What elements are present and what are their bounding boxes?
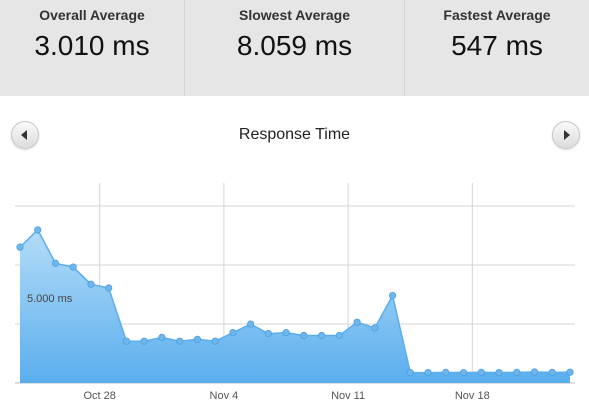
data-point[interactable] bbox=[69, 263, 77, 271]
data-point[interactable] bbox=[247, 320, 255, 328]
data-point[interactable] bbox=[388, 292, 397, 300]
data-point[interactable] bbox=[87, 280, 95, 288]
y-tick-label: 5.000 ms bbox=[27, 293, 73, 305]
data-point[interactable] bbox=[229, 329, 237, 337]
x-tick-label: Nov 4 bbox=[210, 390, 239, 402]
stats-panel: Overall Average 3.010 ms Slowest Average… bbox=[0, 0, 589, 96]
series-area bbox=[20, 229, 570, 383]
x-tick-label: Oct 28 bbox=[84, 390, 116, 402]
data-point[interactable] bbox=[566, 368, 574, 376]
data-point[interactable] bbox=[442, 368, 450, 376]
response-time-chart: Oct 28 Nov 4 Nov 11 Nov 18 5.000 ms bbox=[15, 183, 575, 402]
data-point[interactable] bbox=[353, 318, 361, 326]
data-point[interactable] bbox=[335, 331, 343, 340]
overall-average-value: 3.010 ms bbox=[34, 30, 150, 61]
x-tick-label: Nov 18 bbox=[455, 390, 490, 402]
data-point[interactable] bbox=[122, 337, 131, 345]
slowest-average-value: 8.059 ms bbox=[236, 30, 353, 61]
data-point[interactable] bbox=[530, 368, 539, 376]
previous-period-button[interactable] bbox=[11, 121, 39, 149]
data-point[interactable] bbox=[176, 337, 184, 345]
data-point[interactable] bbox=[495, 368, 503, 377]
data-point[interactable] bbox=[16, 243, 24, 251]
data-point[interactable] bbox=[282, 329, 290, 337]
x-tick-label: Nov 11 bbox=[331, 390, 365, 402]
next-period-button[interactable] bbox=[552, 121, 580, 149]
data-point[interactable] bbox=[371, 324, 379, 332]
data-point[interactable] bbox=[51, 259, 60, 267]
chevron-left-icon bbox=[21, 130, 27, 140]
data-point[interactable] bbox=[318, 331, 326, 340]
data-point[interactable] bbox=[264, 330, 272, 338]
data-point[interactable] bbox=[300, 331, 308, 340]
chart-title: Response Time bbox=[238, 126, 351, 143]
overall-average-label: Overall Average bbox=[39, 7, 145, 23]
data-point[interactable] bbox=[211, 337, 219, 345]
slowest-average-stat: Slowest Average 8.059 ms bbox=[185, 0, 405, 96]
data-point[interactable] bbox=[513, 368, 521, 376]
data-point[interactable] bbox=[158, 333, 166, 341]
data-point[interactable] bbox=[193, 335, 202, 343]
chevron-right-icon bbox=[564, 130, 570, 140]
data-point[interactable] bbox=[548, 368, 556, 376]
data-point[interactable] bbox=[406, 368, 414, 377]
data-point[interactable] bbox=[34, 226, 42, 234]
data-point[interactable] bbox=[140, 337, 148, 345]
data-point[interactable] bbox=[424, 369, 432, 377]
fastest-average-label: Fastest Average bbox=[443, 7, 551, 23]
overall-average-stat: Overall Average 3.010 ms bbox=[0, 0, 185, 96]
slowest-average-label: Slowest Average bbox=[238, 7, 350, 23]
data-point[interactable] bbox=[105, 284, 113, 292]
fastest-average-stat: Fastest Average 547 ms bbox=[405, 0, 589, 96]
data-point[interactable] bbox=[459, 368, 468, 377]
data-point[interactable] bbox=[477, 368, 485, 376]
fastest-average-value: 547 ms bbox=[451, 30, 543, 61]
